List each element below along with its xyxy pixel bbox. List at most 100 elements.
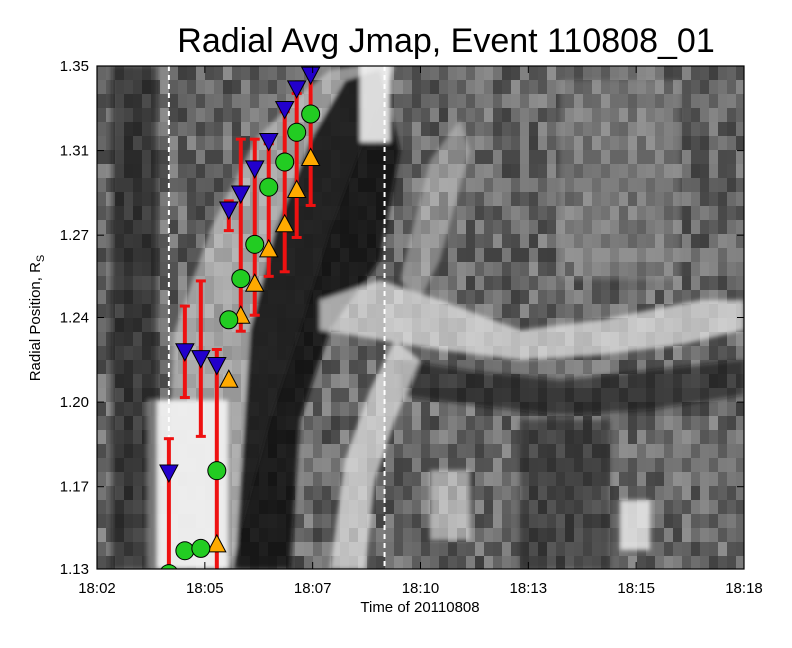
- jmap-cell: [529, 80, 538, 94]
- jmap-cell: [421, 514, 430, 528]
- jmap-cell: [349, 332, 358, 346]
- jmap-cell: [169, 304, 178, 318]
- jmap-cell: [160, 290, 169, 304]
- jmap-cell: [250, 66, 259, 80]
- jmap-cell: [457, 360, 466, 374]
- jmap-cell: [565, 304, 574, 318]
- jmap-cell: [610, 444, 619, 458]
- jmap-cell: [466, 248, 475, 262]
- jmap-cell: [547, 178, 556, 192]
- jmap-cell: [97, 374, 106, 388]
- jmap-cell: [340, 402, 349, 416]
- jmap-cell: [547, 192, 556, 206]
- jmap-cell: [241, 80, 250, 94]
- jmap-cell: [394, 444, 403, 458]
- jmap-cell: [502, 80, 511, 94]
- jmap-cell: [412, 458, 421, 472]
- jmap-cell: [295, 66, 304, 80]
- jmap-cell: [322, 374, 331, 388]
- jmap-cell: [664, 500, 673, 514]
- jmap-cell: [547, 304, 556, 318]
- jmap-cell: [178, 66, 187, 80]
- jmap-cell: [376, 514, 385, 528]
- error-bar: [163, 437, 174, 569]
- jmap-cell: [331, 416, 340, 430]
- jmap-cell: [556, 360, 565, 374]
- jmap-cell: [718, 94, 727, 108]
- jmap-cell: [106, 346, 115, 360]
- jmap-cell: [403, 528, 412, 542]
- jmap-cell: [628, 416, 637, 430]
- jmap-cell: [412, 122, 421, 136]
- jmap-cell: [313, 556, 322, 569]
- jmap-cell: [169, 220, 178, 234]
- jmap-cell: [655, 346, 664, 360]
- jmap-cell: [205, 178, 214, 192]
- jmap-cell: [322, 500, 331, 514]
- jmap-cell: [673, 416, 682, 430]
- jmap-cell: [403, 430, 412, 444]
- jmap-cell: [547, 164, 556, 178]
- jmap-cell: [700, 262, 709, 276]
- jmap-cell: [601, 290, 610, 304]
- jmap-cell: [97, 472, 106, 486]
- jmap-cell: [223, 80, 232, 94]
- jmap-cell: [646, 346, 655, 360]
- jmap-cell: [403, 220, 412, 234]
- jmap-cell: [664, 402, 673, 416]
- jmap-cell: [394, 430, 403, 444]
- jmap-cell: [475, 486, 484, 500]
- jmap-cell: [511, 542, 520, 556]
- jmap-cell: [421, 94, 430, 108]
- jmap-cell: [331, 374, 340, 388]
- jmap-cell: [691, 514, 700, 528]
- jmap-cell: [457, 542, 466, 556]
- jmap-cell: [736, 416, 744, 430]
- jmap-cell: [493, 80, 502, 94]
- jmap-cell: [502, 304, 511, 318]
- jmap-cell: [700, 556, 709, 569]
- jmap-cell: [412, 402, 421, 416]
- jmap-cell: [484, 304, 493, 318]
- jmap-cell: [457, 234, 466, 248]
- jmap-cell: [502, 542, 511, 556]
- jmap-cell: [106, 206, 115, 220]
- jmap-cell: [610, 430, 619, 444]
- jmap-cell: [502, 164, 511, 178]
- jmap-cell: [250, 94, 259, 108]
- jmap-cell: [727, 528, 736, 542]
- jmap-cell: [484, 276, 493, 290]
- jmap-cell: [169, 178, 178, 192]
- jmap-cell: [682, 220, 691, 234]
- jmap-cell: [367, 542, 376, 556]
- jmap-cell: [547, 276, 556, 290]
- jmap-cell: [457, 416, 466, 430]
- jmap-cell: [718, 500, 727, 514]
- jmap-cell: [664, 514, 673, 528]
- jmap-cell: [655, 556, 664, 569]
- jmap-cell: [700, 234, 709, 248]
- jmap-cell: [655, 430, 664, 444]
- jmap-cell: [403, 416, 412, 430]
- jmap-cell: [412, 542, 421, 556]
- jmap-cell: [529, 164, 538, 178]
- jmap-cell: [691, 136, 700, 150]
- jmap-cell: [628, 276, 637, 290]
- jmap-cell: [673, 514, 682, 528]
- jmap-cell: [736, 178, 744, 192]
- jmap-cell: [430, 94, 439, 108]
- jmap-cell: [394, 122, 403, 136]
- jmap-cell: [520, 206, 529, 220]
- jmap-cell: [628, 66, 637, 80]
- jmap-cell: [655, 290, 664, 304]
- jmap-cell: [511, 556, 520, 569]
- jmap-cell: [682, 122, 691, 136]
- jmap-cell: [736, 346, 744, 360]
- jmap-cell: [376, 458, 385, 472]
- jmap-cell: [493, 164, 502, 178]
- plot-area: [97, 66, 744, 569]
- jmap-cell: [394, 164, 403, 178]
- jmap-cell: [214, 164, 223, 178]
- jmap-cell: [394, 472, 403, 486]
- jmap-cell: [331, 430, 340, 444]
